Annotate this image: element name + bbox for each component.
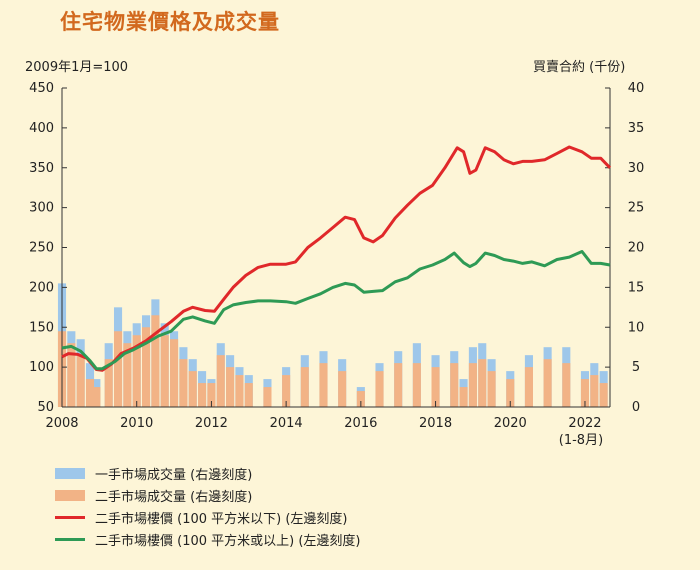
bar-second-hand xyxy=(506,379,515,407)
bar-second-hand xyxy=(468,363,477,407)
bar-second-hand xyxy=(282,375,291,407)
bar-second-hand xyxy=(431,367,440,407)
right-axis-label: 買賣合約 (千份) xyxy=(533,60,626,75)
bar-second-hand xyxy=(198,383,207,407)
bar-second-hand xyxy=(76,355,85,407)
right-tick-label: 40 xyxy=(628,81,645,96)
right-tick-label: 10 xyxy=(628,320,645,335)
right-tick-label: 30 xyxy=(628,161,645,176)
bar-second-hand xyxy=(85,379,95,407)
left-tick-label: 250 xyxy=(29,241,54,256)
bar-second-hand xyxy=(207,383,216,407)
bar-second-hand xyxy=(123,343,132,407)
bar-second-hand xyxy=(300,367,309,407)
bar-second-hand xyxy=(132,335,141,407)
bar-second-hand xyxy=(319,363,328,407)
left-tick-label: 350 xyxy=(29,161,54,176)
bar-second-hand xyxy=(375,371,384,407)
right-tick-label: 15 xyxy=(628,280,645,295)
x-tick-label: 2020 xyxy=(494,416,527,431)
legend-label-second-hand: 二手市場成交量 (右邊刻度) xyxy=(95,489,253,505)
left-tick-label: 300 xyxy=(29,201,54,216)
bar-second-hand xyxy=(580,379,590,407)
chart-plot: 4504003503002502001501005040353025201510… xyxy=(29,81,645,448)
x-tick-label: 2010 xyxy=(120,416,153,431)
legend-swatch-first-hand xyxy=(55,467,85,479)
legend-label-first-hand: 一手市場成交量 (右邊刻度) xyxy=(95,467,253,483)
x-tick-label: 2014 xyxy=(270,416,303,431)
right-tick-label: 20 xyxy=(628,241,645,256)
bar-second-hand xyxy=(235,375,244,407)
left-tick-label: 50 xyxy=(37,400,54,415)
bar-second-hand xyxy=(104,359,113,407)
line-price-small xyxy=(61,145,612,372)
legend-item-price-small: 二手市場樓價 (100 平方米以下) (左邊刻度) xyxy=(55,506,361,528)
bar-second-hand xyxy=(244,383,253,407)
bar-second-hand xyxy=(590,375,599,407)
bar-second-hand xyxy=(67,343,76,407)
x-tick-label: 2022 xyxy=(568,416,601,431)
bar-second-hand xyxy=(226,367,235,407)
bar-second-hand xyxy=(216,355,225,407)
x-tick-label: 2012 xyxy=(195,416,228,431)
bar-second-hand xyxy=(92,387,101,407)
left-tick-label: 450 xyxy=(29,81,54,96)
legend-swatch-price-small xyxy=(55,515,85,519)
bar-second-hand xyxy=(160,335,169,407)
bar-second-hand xyxy=(338,371,347,407)
legend-swatch-second-hand xyxy=(55,489,85,501)
bar-second-hand xyxy=(487,371,496,407)
bar-second-hand xyxy=(188,371,197,407)
bar-second-hand xyxy=(170,339,179,407)
right-tick-label: 35 xyxy=(628,121,645,136)
bar-second-hand xyxy=(450,363,459,407)
bar-second-hand xyxy=(459,387,468,407)
left-tick-label: 400 xyxy=(29,121,54,136)
bar-second-hand xyxy=(599,383,608,407)
left-axis-label: 2009年1月=100 xyxy=(25,60,129,75)
bar-second-hand xyxy=(179,359,188,407)
bar-second-hand xyxy=(562,363,571,407)
right-tick-label: 25 xyxy=(628,201,645,216)
right-tick-label: 0 xyxy=(632,400,640,415)
x-tick-label: 2016 xyxy=(344,416,377,431)
bar-second-hand xyxy=(543,359,552,407)
bar-second-hand xyxy=(113,331,123,407)
legend-label-price-large: 二手市場樓價 (100 平方米或以上) (左邊刻度) xyxy=(95,533,361,549)
bar-second-hand xyxy=(412,363,421,407)
legend-item-first-hand: 一手市場成交量 (右邊刻度) xyxy=(55,462,361,484)
bar-second-hand xyxy=(356,391,365,407)
right-tick-label: 5 xyxy=(632,360,640,375)
chart-title: 住宅物業價格及成交量 xyxy=(60,10,280,34)
bar-second-hand xyxy=(478,359,487,407)
legend-swatch-price-large xyxy=(55,537,85,541)
bar-second-hand xyxy=(151,315,160,407)
legend-item-second-hand: 二手市場成交量 (右邊刻度) xyxy=(55,484,361,506)
x-tick-label: 2018 xyxy=(419,416,452,431)
left-tick-label: 100 xyxy=(29,360,54,375)
bar-second-hand xyxy=(263,387,272,407)
legend-label-price-small: 二手市場樓價 (100 平方米以下) (左邊刻度) xyxy=(95,511,348,527)
legend: 一手市場成交量 (右邊刻度) 二手市場成交量 (右邊刻度) 二手市場樓價 (10… xyxy=(55,462,361,550)
legend-item-price-large: 二手市場樓價 (100 平方米或以上) (左邊刻度) xyxy=(55,528,361,550)
bar-second-hand xyxy=(394,363,403,407)
x-tick-note: (1-8月) xyxy=(559,433,603,448)
left-tick-label: 200 xyxy=(29,280,54,295)
bar-second-hand xyxy=(142,327,151,407)
bar-second-hand xyxy=(524,367,533,407)
left-tick-label: 150 xyxy=(29,320,54,335)
x-tick-label: 2008 xyxy=(45,416,78,431)
line-price-large xyxy=(61,250,611,371)
